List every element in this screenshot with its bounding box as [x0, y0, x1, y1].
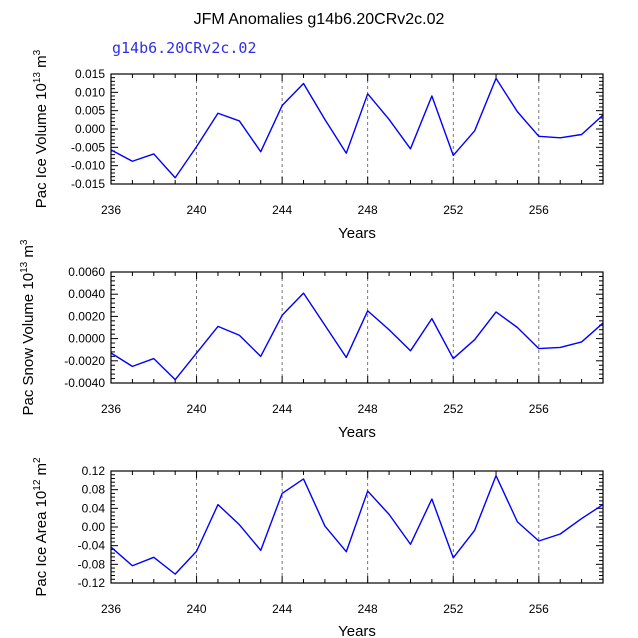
- x-tick-label: 240: [187, 402, 207, 416]
- panel-2: -0.0040 -0.0020 0.0000 0.0020 0.0040 0.0060 23…: [19, 239, 604, 441]
- x-tick-label: 248: [358, 203, 378, 217]
- y-tick-label: -0.0040: [64, 376, 105, 390]
- y-tick-label: 0.0040: [68, 287, 105, 301]
- y-tick-label: 0.0000: [68, 332, 105, 346]
- y-tick-label: 0.0060: [68, 265, 105, 279]
- y-tick-label: 0.08: [82, 483, 106, 497]
- x-tick-label: 256: [529, 203, 549, 217]
- y-tick-label: 0.010: [75, 85, 105, 99]
- x-tick-label: 248: [358, 402, 378, 416]
- x-tick-label: 240: [187, 602, 207, 616]
- y-tick-label: 0.0020: [68, 309, 105, 323]
- y-tick-label: 0.12: [82, 464, 106, 478]
- y-tick-label: -0.12: [78, 576, 106, 590]
- panels-group: -0.015 -0.010 -0.005 0.000 0.005 0.010 0.015 23…: [19, 49, 604, 638]
- series-line: [110, 474, 604, 575]
- y-tick-label: 0.015: [75, 67, 105, 81]
- x-tick-label: 248: [358, 602, 378, 616]
- panel-3: -0.12 -0.08 -0.04 0.00 0.04 0.08 0.12 236 240 244…: [32, 457, 604, 638]
- x-tick-label: 256: [529, 602, 549, 616]
- x-axis-title: Years: [338, 424, 376, 441]
- y-tick-label: -0.0020: [64, 354, 105, 368]
- y-tick-label: 0.000: [75, 122, 105, 136]
- y-axis-title: Pac Ice Area 1012 m2: [32, 457, 50, 597]
- x-tick-label: 240: [187, 203, 207, 217]
- x-tick-label: 244: [272, 402, 292, 416]
- y-tick-label: -0.04: [78, 539, 106, 553]
- x-tick-label: 236: [101, 602, 121, 616]
- x-axis-title: Years: [338, 623, 376, 638]
- x-tick-label: 244: [272, 203, 292, 217]
- y-tick-label: -0.010: [71, 159, 105, 173]
- chart-subtitle: g14b6.20CRv2c.02: [112, 39, 257, 57]
- plot-frame: [110, 271, 604, 384]
- x-tick-label: 252: [443, 602, 463, 616]
- x-tick-label: 236: [101, 402, 121, 416]
- y-tick-label: 0.04: [82, 501, 106, 515]
- x-tick-label: 244: [272, 602, 292, 616]
- x-tick-label: 236: [101, 203, 121, 217]
- x-tick-label: 252: [443, 402, 463, 416]
- plot-frame: [110, 73, 604, 185]
- x-tick-label: 252: [443, 203, 463, 217]
- series-line: [110, 77, 604, 179]
- y-axis-title: Pac Snow Volume 1013 m3: [19, 239, 37, 415]
- y-tick-label: -0.08: [78, 557, 106, 571]
- chart-title: JFM Anomalies g14b6.20CRv2c.02: [194, 11, 445, 28]
- plot-frame: [110, 470, 604, 584]
- y-tick-label: 0.00: [82, 520, 106, 534]
- y-tick-label: 0.005: [75, 104, 105, 118]
- series-line: [110, 292, 604, 381]
- y-tick-label: -0.005: [71, 140, 105, 154]
- panel-1: -0.015 -0.010 -0.005 0.000 0.005 0.010 0.015 23…: [32, 49, 604, 242]
- x-axis-title: Years: [338, 225, 376, 242]
- x-tick-label: 256: [529, 402, 549, 416]
- y-axis-title: Pac Ice Volume 1013 m3: [32, 49, 50, 208]
- y-tick-label: -0.015: [71, 177, 105, 191]
